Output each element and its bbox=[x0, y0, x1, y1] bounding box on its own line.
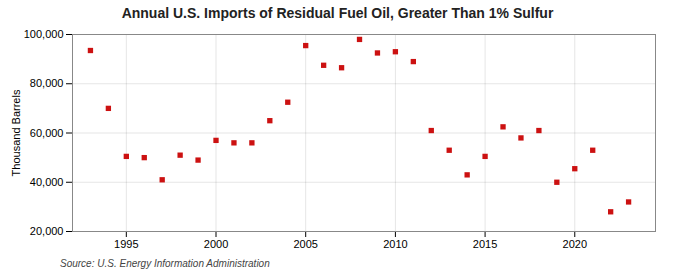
svg-text:2015: 2015 bbox=[473, 238, 497, 250]
svg-text:1995: 1995 bbox=[114, 238, 138, 250]
html-text:Source: U.S. Energy Informatio: Source: U.S. Energy Information Administ… bbox=[60, 258, 270, 269]
svg-text:Thousand Barrels: Thousand Barrels bbox=[10, 89, 22, 176]
html-text:Annual U.S. Imports of Residua: Annual U.S. Imports of Residual Fuel Oil… bbox=[121, 5, 554, 21]
svg-text:100,000: 100,000 bbox=[24, 28, 64, 40]
svg-text:2005: 2005 bbox=[293, 238, 317, 250]
svg-text:2010: 2010 bbox=[383, 238, 407, 250]
svg-text:2020: 2020 bbox=[563, 238, 587, 250]
svg-text:2000: 2000 bbox=[204, 238, 228, 250]
svg-text:80,000: 80,000 bbox=[30, 77, 64, 89]
svg-text:40,000: 40,000 bbox=[30, 176, 64, 188]
svg-text:60,000: 60,000 bbox=[30, 127, 64, 139]
svg-text:20,000: 20,000 bbox=[30, 225, 64, 237]
